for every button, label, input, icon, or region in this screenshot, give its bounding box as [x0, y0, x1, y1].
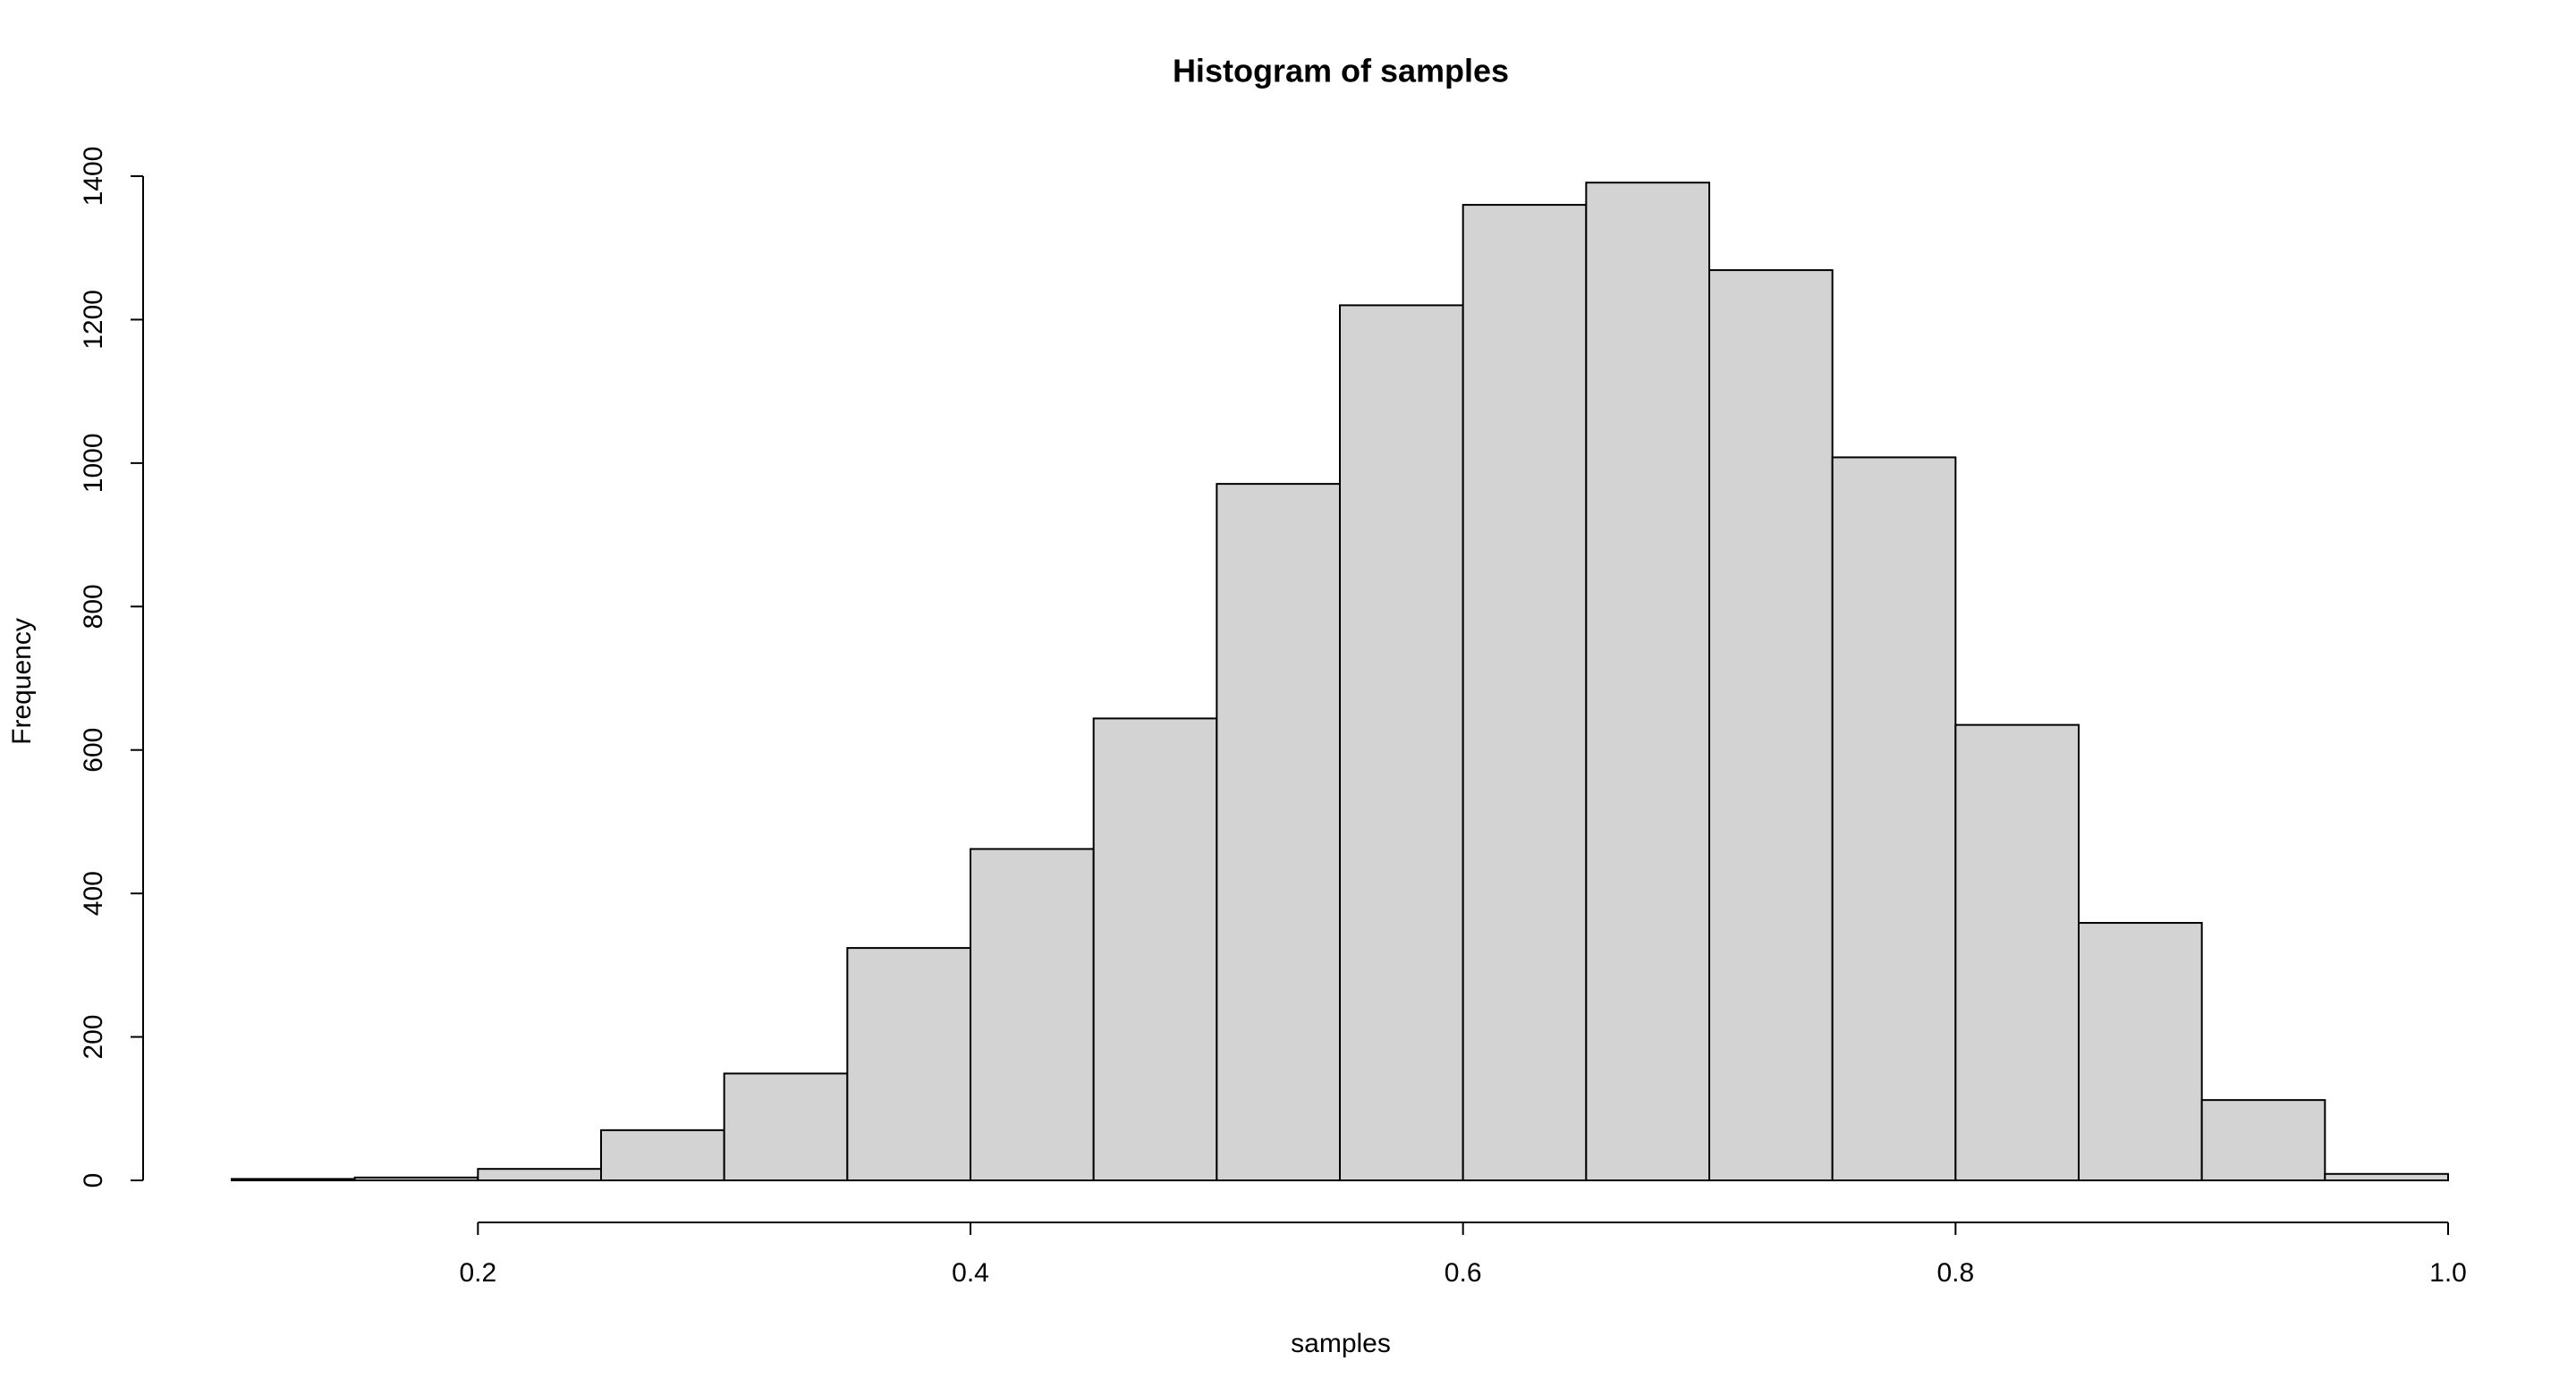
- bar: [353, 1176, 479, 1181]
- y-tick-label: 1400: [79, 147, 108, 207]
- bar: [600, 1129, 725, 1181]
- x-tick-label: 0.8: [1936, 1258, 1974, 1288]
- y-tick-label: 800: [79, 584, 108, 629]
- y-tick-label: 200: [79, 1015, 108, 1060]
- x-tick-label: 0.6: [1445, 1258, 1482, 1288]
- bar: [2324, 1172, 2449, 1182]
- bar: [846, 947, 971, 1181]
- chart-title: Histogram of samples: [1173, 53, 1509, 89]
- y-axis-label: Frequency: [7, 618, 37, 745]
- bar: [1585, 182, 1711, 1182]
- bar: [231, 1178, 356, 1182]
- x-tick-label: 0.2: [459, 1258, 496, 1288]
- x-tick-label: 0.4: [952, 1258, 989, 1288]
- bar: [1462, 204, 1588, 1182]
- y-tick-label: 400: [79, 871, 108, 916]
- bar: [2078, 922, 2203, 1182]
- bar: [1831, 456, 1957, 1181]
- bar: [1092, 717, 1218, 1181]
- y-tick-label: 0: [79, 1173, 108, 1188]
- bar: [477, 1168, 602, 1182]
- bar: [2200, 1099, 2326, 1182]
- bar: [1708, 269, 1834, 1182]
- bar: [970, 848, 1095, 1181]
- bar: [723, 1072, 849, 1181]
- y-tick-label: 1000: [79, 433, 108, 493]
- bar: [1954, 723, 2080, 1181]
- y-tick-label: 600: [79, 728, 108, 773]
- x-tick-label: 1.0: [2429, 1258, 2467, 1288]
- y-tick-label: 1200: [79, 290, 108, 350]
- x-axis-label: samples: [1291, 1329, 1391, 1358]
- bar: [1216, 483, 1342, 1181]
- bar: [1339, 304, 1464, 1181]
